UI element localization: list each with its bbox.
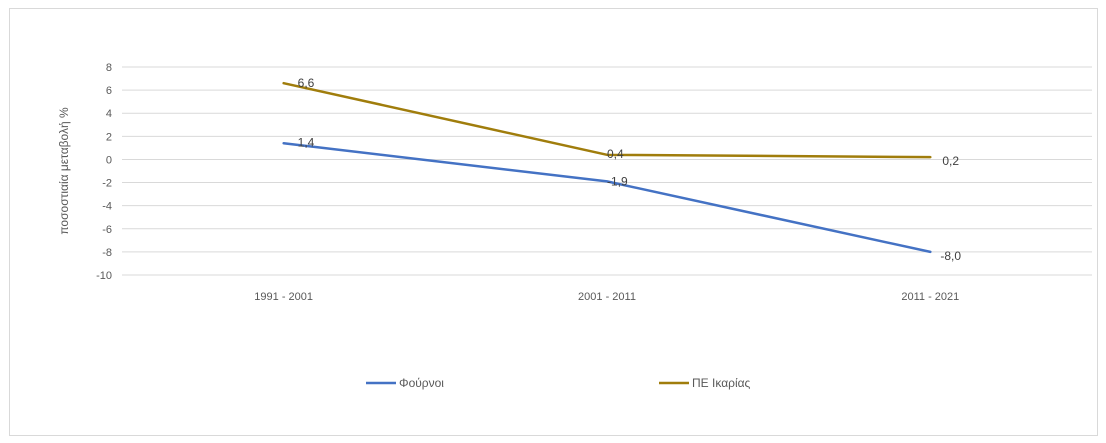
x-tick-label: 1991 - 2001 bbox=[254, 291, 313, 303]
series-line-2 bbox=[282, 81, 932, 159]
x-tick-label: 2011 - 2021 bbox=[901, 291, 959, 303]
y-tick-label: -8 bbox=[102, 247, 112, 259]
x-tick-label: 2001 - 2011 bbox=[578, 291, 636, 303]
y-tick-label: -6 bbox=[102, 224, 112, 236]
y-tick-label: 6 bbox=[106, 85, 112, 97]
y-tick-label: -10 bbox=[96, 270, 112, 282]
y-axis-ticks: 8 6 4 2 0 -2 -4 -6 -8 -10 bbox=[96, 62, 112, 282]
y-axis-title: ποσοστιαία μεταβολή % bbox=[57, 107, 71, 235]
data-label: -8,0 bbox=[940, 249, 961, 263]
y-tick-label: 4 bbox=[106, 108, 112, 120]
data-label: 1,4 bbox=[298, 135, 315, 149]
y-tick-label: 8 bbox=[106, 62, 112, 74]
y-tick-label: 2 bbox=[106, 131, 112, 143]
gridlines bbox=[122, 66, 1092, 276]
data-label: 0,2 bbox=[942, 154, 959, 168]
data-labels: 1,4 -1,9 -8,0 6,6 0,4 0,2 bbox=[298, 76, 962, 263]
y-tick-label: -4 bbox=[102, 201, 112, 213]
series-lines bbox=[282, 81, 932, 254]
data-label: -1,9 bbox=[607, 174, 628, 188]
legend-label: Φούρνοι bbox=[399, 376, 444, 390]
legend-label: ΠΕ Ικαρίας bbox=[692, 376, 751, 390]
data-label: 0,4 bbox=[607, 147, 624, 161]
legend: Φούρνοι ΠΕ Ικαρίας bbox=[366, 376, 751, 390]
series-line-1 bbox=[282, 142, 932, 254]
y-tick-label: -2 bbox=[102, 178, 112, 190]
chart-frame bbox=[9, 8, 1098, 436]
legend-item: Φούρνοι bbox=[366, 376, 444, 390]
data-label: 6,6 bbox=[298, 76, 315, 90]
legend-item: ΠΕ Ικαρίας bbox=[659, 376, 751, 390]
y-tick-label: 0 bbox=[106, 154, 112, 166]
x-axis-ticks: 1991 - 2001 2001 - 2011 2011 - 2021 bbox=[254, 291, 959, 303]
